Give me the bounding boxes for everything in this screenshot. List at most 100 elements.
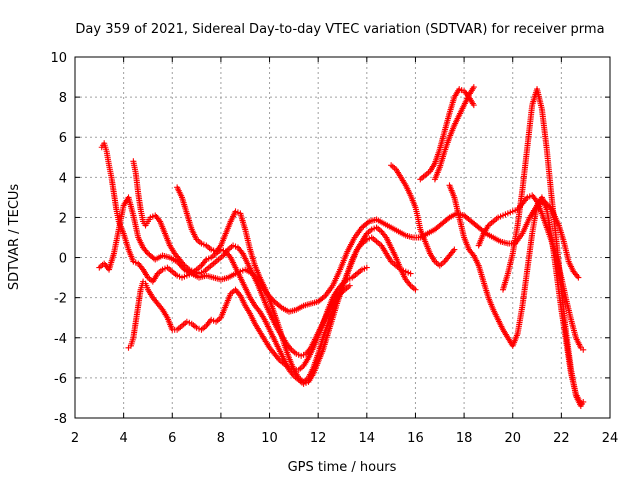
data-point-fill [306,372,316,384]
data-point-fill [432,148,443,165]
data-point-fill [345,260,355,275]
data-point-fill [247,312,258,326]
data-point-fill [343,283,352,292]
data-point-fill [519,268,531,307]
data-point-fill [221,248,230,258]
data-point-fill [136,236,146,249]
data-point-fill [184,212,195,231]
data-point-fill [248,296,257,308]
data-point-fill [418,173,427,182]
data-point-fill [133,304,141,323]
data-point-fill [111,192,120,211]
data-point-fill [370,235,378,244]
data-point-fill [440,215,452,226]
data-point-fill [130,320,139,339]
y-tick-label: 4 [59,171,67,186]
data-point-fill [154,253,164,262]
data-point-fill [349,248,360,263]
data-point-fill [177,258,187,268]
data-point-fill [403,184,413,197]
data-point-fill [544,226,555,243]
data-point-fill [467,248,476,258]
data-point-fill [375,217,386,226]
data-point-fill [476,264,487,283]
data-point-fill [514,304,526,335]
data-point-fill [272,338,282,352]
data-point-fill [335,284,345,299]
data-point-fill [282,362,291,370]
data-point-fill [539,196,550,211]
data-point-fill [355,240,364,251]
data-point-fill [520,216,532,235]
data-point-fill [168,255,179,264]
data-point [580,398,587,405]
data-point-fill [418,228,428,243]
x-tick-label: 10 [261,431,278,446]
chart-title: Day 359 of 2021, Sidereal Day-to-day VTE… [75,22,604,37]
data-point-fill [102,262,111,272]
data-point-fill [397,229,407,238]
data-point-fill [544,208,555,239]
data-point-fill [130,214,141,239]
data-point-fill [272,312,282,329]
data-point-fill [252,322,262,334]
data-point [575,274,582,281]
y-tick-label: -4 [54,332,67,347]
y-tick-label: 0 [59,252,67,267]
data-point-fill [167,244,177,255]
data-point-fill [214,244,223,254]
data-point [412,286,419,293]
data-point-fill [150,272,160,284]
data-point-fill [179,196,190,215]
data-point-fill [433,259,442,268]
data-point-fill [161,253,172,261]
data-point-fill [382,221,393,230]
data-point-fill [499,239,510,247]
data-point-fill [233,266,243,279]
data-point-fill [320,322,331,340]
data-point-fill [277,348,287,362]
data-point-fill [217,253,225,262]
data-point-fill [529,204,540,235]
data-point-fill [359,232,369,243]
data-point-fill [539,212,550,229]
x-tick-label: 6 [168,431,176,446]
data-point-fill [442,254,452,264]
data-point-fill [302,376,310,384]
data-point-fill [255,282,265,297]
data-point-fill [323,306,333,320]
data-point-fill [520,195,530,205]
x-tick-label: 14 [359,431,376,446]
data-point-fill [466,85,476,97]
data-point-fill [136,262,145,272]
data-point-fill [250,272,260,285]
data-point-fill [290,348,298,356]
data-point-fill [379,229,389,239]
data-point-fill [297,376,305,384]
data-point-fill [375,225,383,234]
y-tick-label: 10 [50,51,67,66]
data-point-fill [355,267,364,276]
data-point-fill [524,232,535,271]
data-point-fill [476,232,486,247]
data-point-fill [189,228,199,241]
y-tick-label: -2 [54,292,67,307]
data-point-fill [175,324,184,332]
data-point-fill [308,336,318,350]
series-track-6 [388,162,458,269]
data-point-fill [125,196,136,217]
data-point-fill [141,246,150,256]
data-point-fill [553,256,564,279]
data-point-fill [276,326,287,346]
data-point-fill [297,364,305,372]
data-point-fill [214,316,223,324]
data-point-fill [428,161,437,173]
data-point-fill [264,306,275,320]
data-point-fill [539,107,550,151]
data-point-fill [101,142,110,153]
data-point-fill [510,224,521,255]
data-point-fill [500,272,511,291]
data-point-fill [200,324,208,332]
data-point-fill [301,356,311,368]
data-point-fill [227,271,237,280]
